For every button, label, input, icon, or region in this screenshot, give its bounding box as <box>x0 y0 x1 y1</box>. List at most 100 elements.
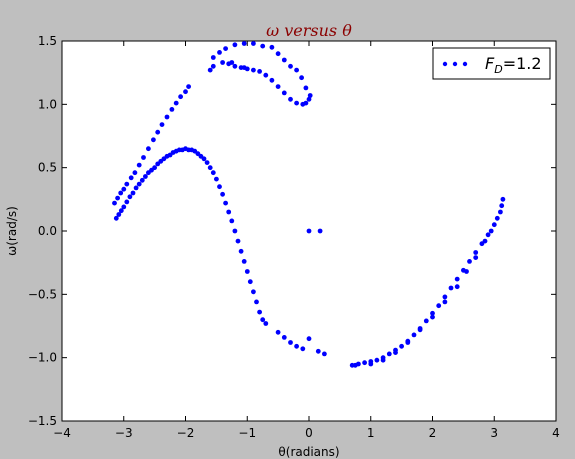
data-point <box>306 228 312 234</box>
data-point <box>183 89 188 95</box>
data-point <box>269 44 275 50</box>
data-point <box>499 203 505 209</box>
legend-label-main: F <box>485 54 495 73</box>
data-point <box>251 67 256 73</box>
data-point <box>226 209 232 215</box>
data-point <box>315 348 321 354</box>
data-point <box>436 303 442 309</box>
data-point <box>260 317 266 323</box>
x-tick-label: −2 <box>177 426 195 440</box>
data-point <box>275 329 281 335</box>
data-point <box>442 294 448 300</box>
data-point <box>485 232 491 238</box>
data-point <box>263 72 269 78</box>
data-point <box>275 84 281 89</box>
data-point <box>201 156 207 162</box>
data-point <box>464 269 469 274</box>
data-points <box>112 41 506 368</box>
data-point <box>251 41 256 46</box>
x-tick-label: 3 <box>490 426 498 440</box>
data-point <box>488 228 494 234</box>
data-point <box>220 60 226 65</box>
y-tick-label: 1.5 <box>38 34 57 48</box>
legend-label-rest: =1.2 <box>503 54 542 73</box>
data-point <box>454 276 460 282</box>
legend-marker <box>442 61 448 67</box>
data-point <box>217 184 222 190</box>
data-point <box>235 238 241 244</box>
data-point <box>155 129 161 135</box>
data-point <box>423 318 429 324</box>
legend: FD=1.2 <box>432 47 551 80</box>
data-point <box>269 77 275 83</box>
data-point <box>294 100 299 106</box>
data-point <box>307 93 313 98</box>
data-point <box>133 185 139 191</box>
x-tick-label: 1 <box>367 426 375 440</box>
data-point <box>473 250 479 255</box>
x-tick-label: 0 <box>305 426 313 440</box>
data-point <box>257 309 262 315</box>
y-tick-label: 1.0 <box>38 97 57 111</box>
data-point <box>223 200 229 206</box>
data-point <box>411 332 417 338</box>
data-point <box>244 269 250 274</box>
data-point <box>139 177 145 183</box>
x-axis-ticks: −4 −3 −2 −1 0 1 2 3 4 <box>53 41 560 440</box>
data-point <box>454 284 460 290</box>
data-point <box>500 196 506 202</box>
data-point <box>217 50 222 55</box>
data-point <box>207 67 213 73</box>
y-tick-label: 0.5 <box>38 161 57 175</box>
data-point <box>494 215 500 221</box>
data-point <box>210 63 216 69</box>
data-point <box>362 360 367 366</box>
data-point <box>112 200 117 206</box>
y-axis-label: ω(rad/s) <box>5 206 19 256</box>
data-point <box>482 238 488 244</box>
data-point <box>141 155 146 160</box>
data-point <box>380 357 386 363</box>
data-point <box>132 170 138 176</box>
data-point <box>220 191 226 197</box>
x-tick-label: −4 <box>53 426 71 440</box>
data-point <box>247 279 253 285</box>
data-point <box>173 100 179 106</box>
data-point <box>124 181 130 187</box>
data-point <box>491 222 497 228</box>
x-tick-label: −3 <box>115 426 133 440</box>
data-point <box>352 362 358 368</box>
data-point <box>151 137 156 143</box>
data-point <box>281 57 287 63</box>
data-point <box>229 218 235 224</box>
y-tick-label: −1.0 <box>28 351 57 365</box>
y-axis-ticks: −1.5 −1.0 −0.5 0.0 0.5 1.0 1.5 <box>28 34 556 428</box>
data-point <box>136 162 142 168</box>
data-point <box>232 63 238 69</box>
data-point <box>169 107 175 112</box>
data-point <box>405 340 411 345</box>
data-point <box>294 67 299 73</box>
data-point <box>207 165 213 171</box>
data-point <box>146 146 151 152</box>
data-point <box>263 321 269 326</box>
data-point <box>152 165 158 171</box>
y-tick-label: 0.0 <box>38 224 57 238</box>
data-point <box>275 51 281 57</box>
data-point <box>210 55 216 60</box>
data-point <box>164 114 170 120</box>
data-point <box>306 96 312 102</box>
data-point <box>281 90 287 96</box>
x-axis-label: θ(radians) <box>278 445 339 459</box>
data-point <box>128 175 134 181</box>
y-tick-label: −0.5 <box>28 287 57 301</box>
data-point <box>251 289 256 295</box>
data-point <box>210 170 216 176</box>
data-point <box>143 174 148 179</box>
data-point <box>244 66 250 72</box>
data-point <box>288 63 293 69</box>
data-point <box>136 181 142 187</box>
data-point <box>368 361 374 367</box>
legend-label-sub: D <box>494 63 502 76</box>
data-point <box>294 343 299 349</box>
